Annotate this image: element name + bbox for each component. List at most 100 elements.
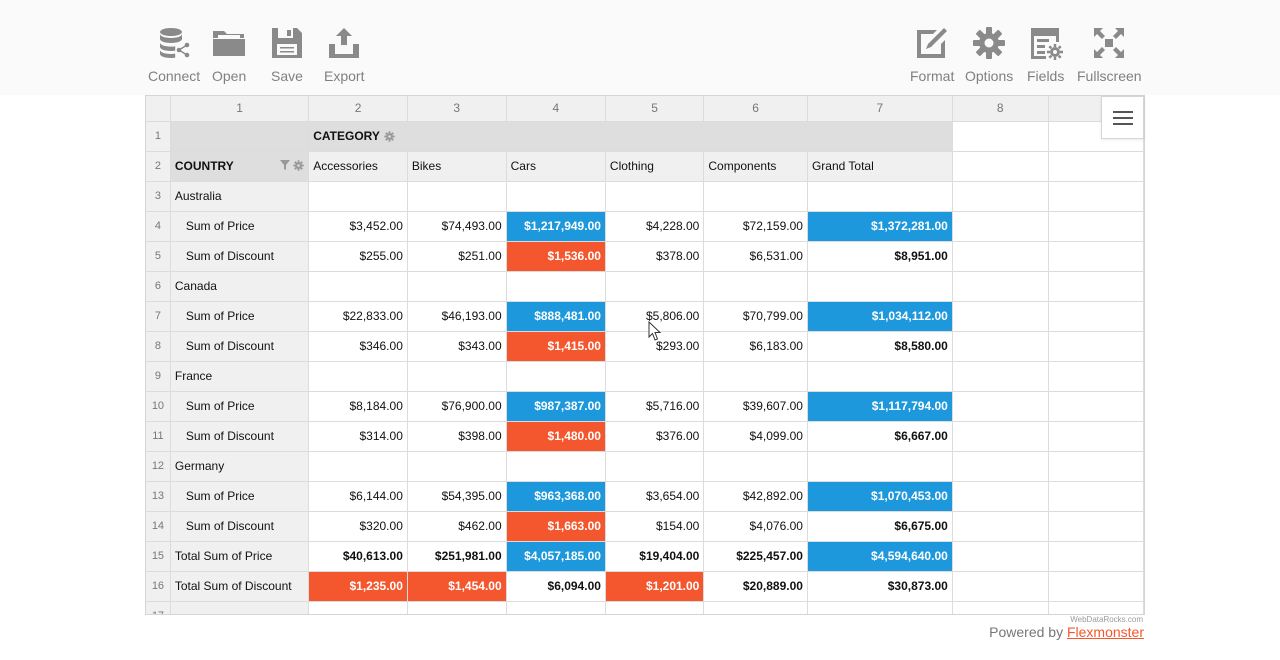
column-number[interactable]: 4	[506, 96, 606, 122]
row-number[interactable]: 17	[146, 601, 171, 614]
row-number[interactable]: 16	[146, 571, 171, 602]
column-header-clothing[interactable]: Clothing	[605, 151, 705, 182]
data-cell[interactable]: $1,201.00	[605, 571, 705, 602]
data-cell[interactable]: $346.00	[308, 331, 408, 362]
data-cell[interactable]: $5,806.00	[605, 301, 705, 332]
column-header-grand-total[interactable]: Grand Total	[807, 151, 953, 182]
column-number[interactable]: 5	[605, 96, 705, 122]
open-button[interactable]: Open	[212, 26, 246, 84]
empty-cell[interactable]	[807, 601, 953, 614]
data-cell[interactable]: $74,493.00	[407, 211, 507, 242]
empty-cell[interactable]	[1048, 211, 1144, 242]
data-cell[interactable]: $70,799.00	[703, 301, 808, 332]
data-cell[interactable]: $40,613.00	[308, 541, 408, 572]
empty-cell[interactable]	[952, 451, 1049, 482]
data-cell[interactable]: $39,607.00	[703, 391, 808, 422]
format-button[interactable]: Format	[910, 26, 954, 84]
row-number[interactable]: 12	[146, 451, 171, 482]
empty-cell[interactable]	[308, 601, 408, 614]
data-cell[interactable]: $1,415.00	[506, 331, 606, 362]
row-number[interactable]: 6	[146, 271, 171, 302]
data-cell[interactable]: $6,531.00	[703, 241, 808, 272]
column-header-components[interactable]: Components	[703, 151, 808, 182]
data-cell[interactable]: $1,372,281.00	[807, 211, 953, 242]
data-cell[interactable]	[605, 361, 705, 392]
empty-cell[interactable]	[952, 511, 1049, 542]
data-cell[interactable]: $462.00	[407, 511, 507, 542]
row-header[interactable]: Sum of Price	[170, 301, 310, 332]
data-cell[interactable]: $154.00	[605, 511, 705, 542]
empty-cell[interactable]	[952, 421, 1049, 452]
empty-cell[interactable]	[1048, 241, 1144, 272]
filter-icon[interactable]	[280, 159, 291, 170]
data-cell[interactable]: $987,387.00	[506, 391, 606, 422]
row-number[interactable]: 3	[146, 181, 171, 212]
data-cell[interactable]: $1,663.00	[506, 511, 606, 542]
empty-cell[interactable]	[952, 391, 1049, 422]
data-cell[interactable]: $1,217,949.00	[506, 211, 606, 242]
empty-cell[interactable]	[952, 541, 1049, 572]
data-cell[interactable]	[407, 271, 507, 302]
empty-cell[interactable]	[1048, 391, 1144, 422]
data-cell[interactable]: $4,076.00	[703, 511, 808, 542]
column-number[interactable]: 1	[170, 96, 310, 122]
row-header[interactable]: Total Sum of Discount	[170, 571, 310, 602]
row-header[interactable]: Sum of Discount	[170, 421, 310, 452]
empty-cell[interactable]	[952, 361, 1049, 392]
fields-button[interactable]: Fields	[1027, 26, 1064, 84]
export-button[interactable]: Export	[324, 26, 364, 84]
empty-cell[interactable]	[407, 601, 507, 614]
data-cell[interactable]: $8,951.00	[807, 241, 953, 272]
data-cell[interactable]: $6,183.00	[703, 331, 808, 362]
column-header-bikes[interactable]: Bikes	[407, 151, 507, 182]
empty-cell[interactable]	[952, 331, 1049, 362]
data-cell[interactable]: $1,480.00	[506, 421, 606, 452]
data-cell[interactable]: $255.00	[308, 241, 408, 272]
data-cell[interactable]: $76,900.00	[407, 391, 507, 422]
data-cell[interactable]	[506, 181, 606, 212]
row-number[interactable]: 2	[146, 151, 171, 182]
row-header[interactable]: Sum of Price	[170, 211, 310, 242]
empty-cell[interactable]	[1048, 151, 1144, 182]
data-cell[interactable]: $3,654.00	[605, 481, 705, 512]
data-cell[interactable]: $1,034,112.00	[807, 301, 953, 332]
empty-cell[interactable]	[1048, 481, 1144, 512]
data-cell[interactable]: $46,193.00	[407, 301, 507, 332]
data-cell[interactable]: $4,057,185.00	[506, 541, 606, 572]
row-header[interactable]: Sum of Price	[170, 481, 310, 512]
data-cell[interactable]	[308, 181, 408, 212]
data-cell[interactable]: $22,833.00	[308, 301, 408, 332]
data-cell[interactable]: $4,099.00	[703, 421, 808, 452]
row-header[interactable]: Sum of Discount	[170, 331, 310, 362]
column-header-cars[interactable]: Cars	[506, 151, 606, 182]
save-button[interactable]: Save	[270, 26, 304, 84]
column-number[interactable]: 6	[703, 96, 808, 122]
menu-button[interactable]	[1101, 96, 1144, 139]
data-cell[interactable]: $6,144.00	[308, 481, 408, 512]
data-cell[interactable]	[703, 271, 808, 302]
data-cell[interactable]	[308, 361, 408, 392]
row-header[interactable]: France	[170, 361, 310, 392]
empty-cell[interactable]	[952, 211, 1049, 242]
data-cell[interactable]: $225,457.00	[703, 541, 808, 572]
country-header[interactable]: COUNTRY	[170, 151, 310, 182]
category-header[interactable]: CATEGORY	[308, 121, 953, 152]
data-cell[interactable]	[506, 361, 606, 392]
data-cell[interactable]	[807, 361, 953, 392]
empty-cell[interactable]	[1048, 421, 1144, 452]
row-number[interactable]: 4	[146, 211, 171, 242]
gear-icon[interactable]	[384, 131, 395, 142]
data-cell[interactable]	[703, 361, 808, 392]
empty-cell[interactable]	[952, 481, 1049, 512]
data-cell[interactable]: $6,667.00	[807, 421, 953, 452]
empty-cell[interactable]	[952, 121, 1049, 152]
gear-icon[interactable]	[293, 159, 304, 171]
data-cell[interactable]	[506, 451, 606, 482]
connect-button[interactable]: Connect	[148, 26, 200, 84]
data-cell[interactable]: $5,716.00	[605, 391, 705, 422]
data-cell[interactable]: $1,235.00	[308, 571, 408, 602]
data-cell[interactable]: $963,368.00	[506, 481, 606, 512]
column-number[interactable]: 3	[407, 96, 507, 122]
data-cell[interactable]	[605, 451, 705, 482]
empty-cell[interactable]	[506, 601, 606, 614]
